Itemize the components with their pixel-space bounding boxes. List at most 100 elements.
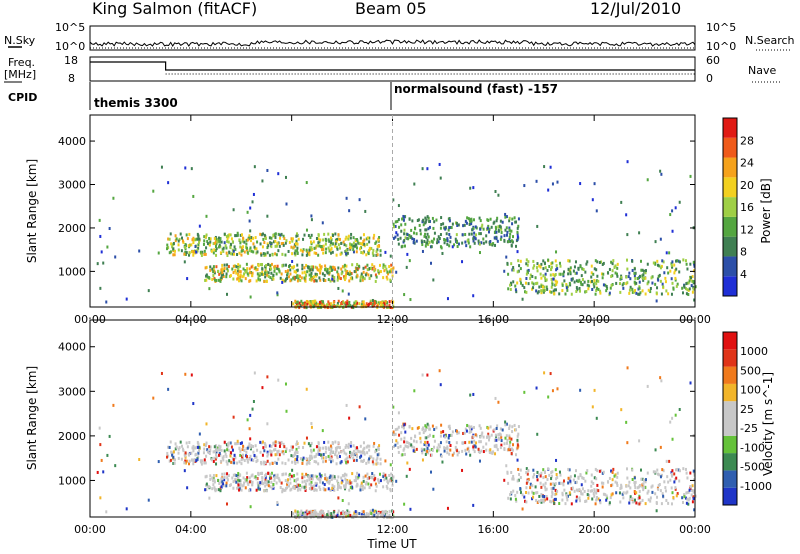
power-cell (350, 245, 353, 249)
power-cell (184, 166, 187, 170)
power-cell (454, 237, 457, 241)
velocity-cell (544, 475, 547, 479)
velocity-cell (349, 444, 352, 448)
velocity-cell (303, 441, 306, 445)
velocity-cell (485, 442, 488, 446)
power-cell (205, 246, 208, 250)
velocity-cell (540, 500, 543, 504)
power-cell (318, 276, 321, 280)
velocity-cell (343, 472, 346, 476)
power-cell (525, 290, 528, 294)
velocity-cell (413, 439, 416, 443)
velocity-cell (542, 483, 545, 487)
power-cell (243, 240, 246, 244)
velocity-cell (443, 449, 446, 453)
power-cell (196, 249, 199, 253)
power-cell (114, 255, 117, 259)
power-cell (605, 289, 608, 293)
velocity-cell (410, 436, 413, 440)
power-cell (631, 259, 634, 263)
power-cell (326, 306, 329, 310)
power-cell (499, 237, 502, 241)
velocity-cell (545, 487, 548, 491)
power-cell (440, 216, 443, 220)
velocity-cell (377, 446, 380, 450)
power-cell (344, 268, 347, 272)
power-cell (390, 267, 393, 271)
velocity-cell (667, 480, 670, 484)
velocity-cell (622, 496, 625, 500)
power-cell (430, 261, 433, 265)
power-cell (319, 238, 322, 242)
colorbar-tick-label: 100 (740, 384, 761, 397)
velocity-cell (349, 513, 352, 517)
freq-line (90, 61, 695, 71)
velocity-cell (573, 474, 576, 478)
power-cell (384, 264, 387, 268)
velocity-cell (538, 473, 541, 477)
power-cell (296, 233, 299, 237)
velocity-cell (283, 488, 286, 492)
power-cell (427, 235, 430, 239)
power-cell (242, 245, 245, 249)
velocity-cell (555, 458, 558, 462)
velocity-cell (444, 446, 447, 450)
power-cell (378, 263, 381, 267)
velocity-cell (611, 470, 614, 474)
velocity-cell (340, 476, 343, 480)
power-cell (344, 278, 347, 282)
power-cell (194, 238, 197, 242)
velocity-cell (327, 446, 330, 450)
power-cell (574, 260, 577, 264)
power-cell (374, 301, 377, 305)
velocity-cell (529, 482, 532, 486)
velocity-cell (213, 486, 216, 490)
power-cell (678, 260, 681, 264)
velocity-cell (472, 392, 475, 396)
power-cell (405, 265, 408, 269)
power-cell (211, 267, 214, 271)
power-cell (209, 237, 212, 241)
power-cell (629, 285, 632, 289)
power-cell (173, 249, 176, 253)
velocity-cell (478, 424, 481, 428)
colorbar-cell (723, 470, 737, 488)
power-cell (448, 232, 451, 236)
velocity-cell (546, 477, 549, 481)
velocity-cell (363, 452, 366, 456)
velocity-cell (312, 514, 315, 518)
power-cell (590, 264, 593, 268)
velocity-cell (684, 496, 687, 500)
power-cell (256, 272, 259, 276)
power-cell (472, 294, 475, 298)
colorbar-cell (723, 366, 737, 384)
power-cell (665, 289, 668, 293)
power-cell (521, 297, 524, 301)
power-cell (215, 278, 218, 282)
velocity-cell (421, 373, 424, 377)
power-cell (288, 240, 291, 244)
velocity-cell (319, 488, 322, 492)
velocity-cell (392, 475, 395, 479)
velocity-cell (281, 490, 284, 494)
velocity-cell (593, 488, 596, 492)
power-cell (234, 247, 237, 251)
velocity-cell (174, 442, 177, 446)
velocity-cell (340, 460, 343, 464)
velocity-cell (542, 498, 545, 502)
power-cell (232, 264, 235, 268)
velocity-cell (408, 425, 411, 429)
power-cell (690, 276, 693, 280)
power-cell (226, 267, 229, 271)
power-cell (311, 277, 314, 281)
power-cell (563, 270, 566, 274)
velocity-cell (160, 371, 163, 375)
velocity-cell (246, 476, 249, 480)
velocity-cell (455, 441, 458, 445)
velocity-cell (637, 497, 640, 501)
power-cell (362, 303, 365, 307)
power-cell (280, 242, 283, 246)
velocity-cell (646, 471, 649, 475)
power-cell (294, 249, 297, 253)
power-cell (496, 216, 499, 220)
